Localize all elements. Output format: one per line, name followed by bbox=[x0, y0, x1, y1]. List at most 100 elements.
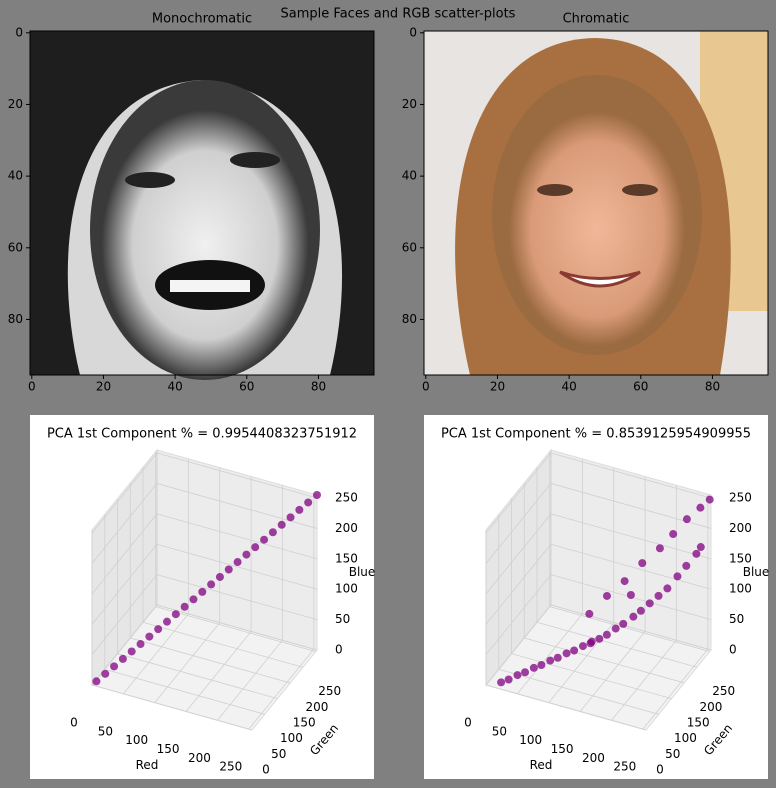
y-tick-label: 150 bbox=[687, 715, 710, 729]
grid-line bbox=[123, 613, 189, 695]
scatter-point bbox=[92, 677, 101, 686]
scatter-point bbox=[620, 577, 629, 586]
grid-line bbox=[155, 606, 316, 652]
x-tick-label: 200 bbox=[188, 751, 211, 765]
grid-line bbox=[485, 574, 552, 655]
grid-line bbox=[498, 668, 659, 715]
grid-line bbox=[485, 543, 552, 625]
y-tick-label: 20 bbox=[8, 97, 23, 111]
scatter-point bbox=[553, 653, 562, 662]
z-tick-label: 0 bbox=[729, 643, 737, 657]
x-tick-label: 20 bbox=[96, 380, 111, 394]
y-tick-label: 40 bbox=[8, 169, 23, 183]
scatter-point bbox=[215, 572, 224, 581]
axes-frame bbox=[29, 30, 375, 376]
y-tick-label: 50 bbox=[271, 747, 286, 761]
grid-line bbox=[104, 668, 265, 715]
grid-line bbox=[248, 648, 315, 730]
grid-line bbox=[550, 604, 712, 651]
z-tick-label: 50 bbox=[729, 612, 744, 626]
z-tick-label: 50 bbox=[335, 612, 350, 626]
scatter-point bbox=[171, 610, 180, 619]
z-tick-label: 150 bbox=[335, 551, 358, 565]
y-tick-label: 100 bbox=[674, 731, 697, 745]
y-tick-label: 60 bbox=[8, 240, 23, 254]
scatter-point bbox=[101, 669, 110, 678]
x-tick-label: 250 bbox=[613, 760, 636, 774]
axes-title: PCA 1st Component % = 0.8539125954909955 bbox=[441, 427, 751, 442]
y-tick-label: 20 bbox=[402, 97, 417, 111]
y-tick-label: 0 bbox=[15, 25, 23, 39]
y-tick-label: 200 bbox=[306, 700, 329, 714]
scatter-point bbox=[513, 671, 522, 680]
z-tick-label: 200 bbox=[729, 521, 752, 535]
grid-line bbox=[130, 637, 291, 684]
grid-line bbox=[550, 513, 712, 560]
x-tick-label: 0 bbox=[464, 716, 472, 730]
scatter-point bbox=[118, 654, 127, 663]
scatter-point bbox=[189, 595, 198, 604]
scatter-point bbox=[180, 602, 189, 611]
color-image bbox=[424, 31, 768, 375]
x-tick-label: 0 bbox=[28, 380, 36, 394]
x-tick-label: 150 bbox=[157, 742, 180, 756]
grid-line bbox=[550, 543, 712, 590]
scatter-point bbox=[654, 591, 663, 600]
y-tick-label: 150 bbox=[293, 715, 316, 729]
scatter-point bbox=[619, 619, 628, 628]
scatter-point bbox=[696, 543, 705, 552]
y-tick-label: 40 bbox=[402, 169, 417, 183]
grid-line bbox=[485, 604, 552, 686]
scatter-point bbox=[626, 591, 635, 599]
x-tick-label: 60 bbox=[239, 380, 254, 394]
grid-line bbox=[185, 631, 252, 712]
scatter-point bbox=[682, 515, 691, 524]
grid-line bbox=[485, 684, 647, 731]
y-tick-label: 50 bbox=[665, 747, 680, 761]
axes-title: Monochromatic bbox=[152, 12, 252, 27]
x-tick-label: 80 bbox=[705, 380, 720, 394]
scatter-point bbox=[585, 609, 594, 618]
scatter-point bbox=[638, 559, 647, 568]
grid-line bbox=[549, 606, 710, 652]
grid-line bbox=[485, 452, 552, 534]
scatter-point bbox=[663, 584, 672, 593]
scatter-point bbox=[295, 505, 304, 514]
scatter-point bbox=[602, 591, 611, 600]
axes-frame bbox=[423, 30, 769, 376]
grid-line bbox=[548, 622, 615, 703]
x-tick-label: 100 bbox=[519, 733, 542, 747]
scatter-point bbox=[587, 637, 596, 646]
scatter-point bbox=[242, 550, 251, 559]
y-tick-label: 100 bbox=[280, 731, 303, 745]
grid-line bbox=[642, 648, 709, 730]
grid-line bbox=[611, 640, 677, 721]
x-axis-label: Red bbox=[136, 758, 159, 772]
scatter-point bbox=[629, 612, 638, 621]
y-tick-label: 250 bbox=[712, 684, 735, 698]
scatter-point bbox=[224, 565, 233, 574]
scatter-point bbox=[696, 503, 705, 512]
scatter-point bbox=[145, 632, 154, 641]
grid-line bbox=[550, 452, 712, 499]
y-tick-label: 200 bbox=[700, 700, 723, 714]
scatter-point bbox=[198, 587, 207, 596]
scatter-point bbox=[251, 543, 260, 552]
grid-line bbox=[217, 640, 283, 721]
scatter-point bbox=[110, 662, 119, 671]
mono-image bbox=[30, 31, 374, 380]
grid-line bbox=[579, 631, 646, 712]
grid-line bbox=[156, 604, 318, 651]
scatter-point bbox=[504, 675, 513, 684]
x-axis-label: Red bbox=[530, 758, 553, 772]
scatter-point bbox=[233, 558, 242, 567]
scatter-point bbox=[673, 572, 682, 581]
z-axis-label: Blue bbox=[349, 565, 376, 579]
grid-line bbox=[517, 613, 583, 695]
grid-line bbox=[91, 452, 158, 534]
grid-line bbox=[156, 574, 318, 620]
scatter-point bbox=[636, 606, 645, 615]
x-tick-label: 40 bbox=[167, 380, 182, 394]
scatter-point bbox=[655, 544, 664, 553]
